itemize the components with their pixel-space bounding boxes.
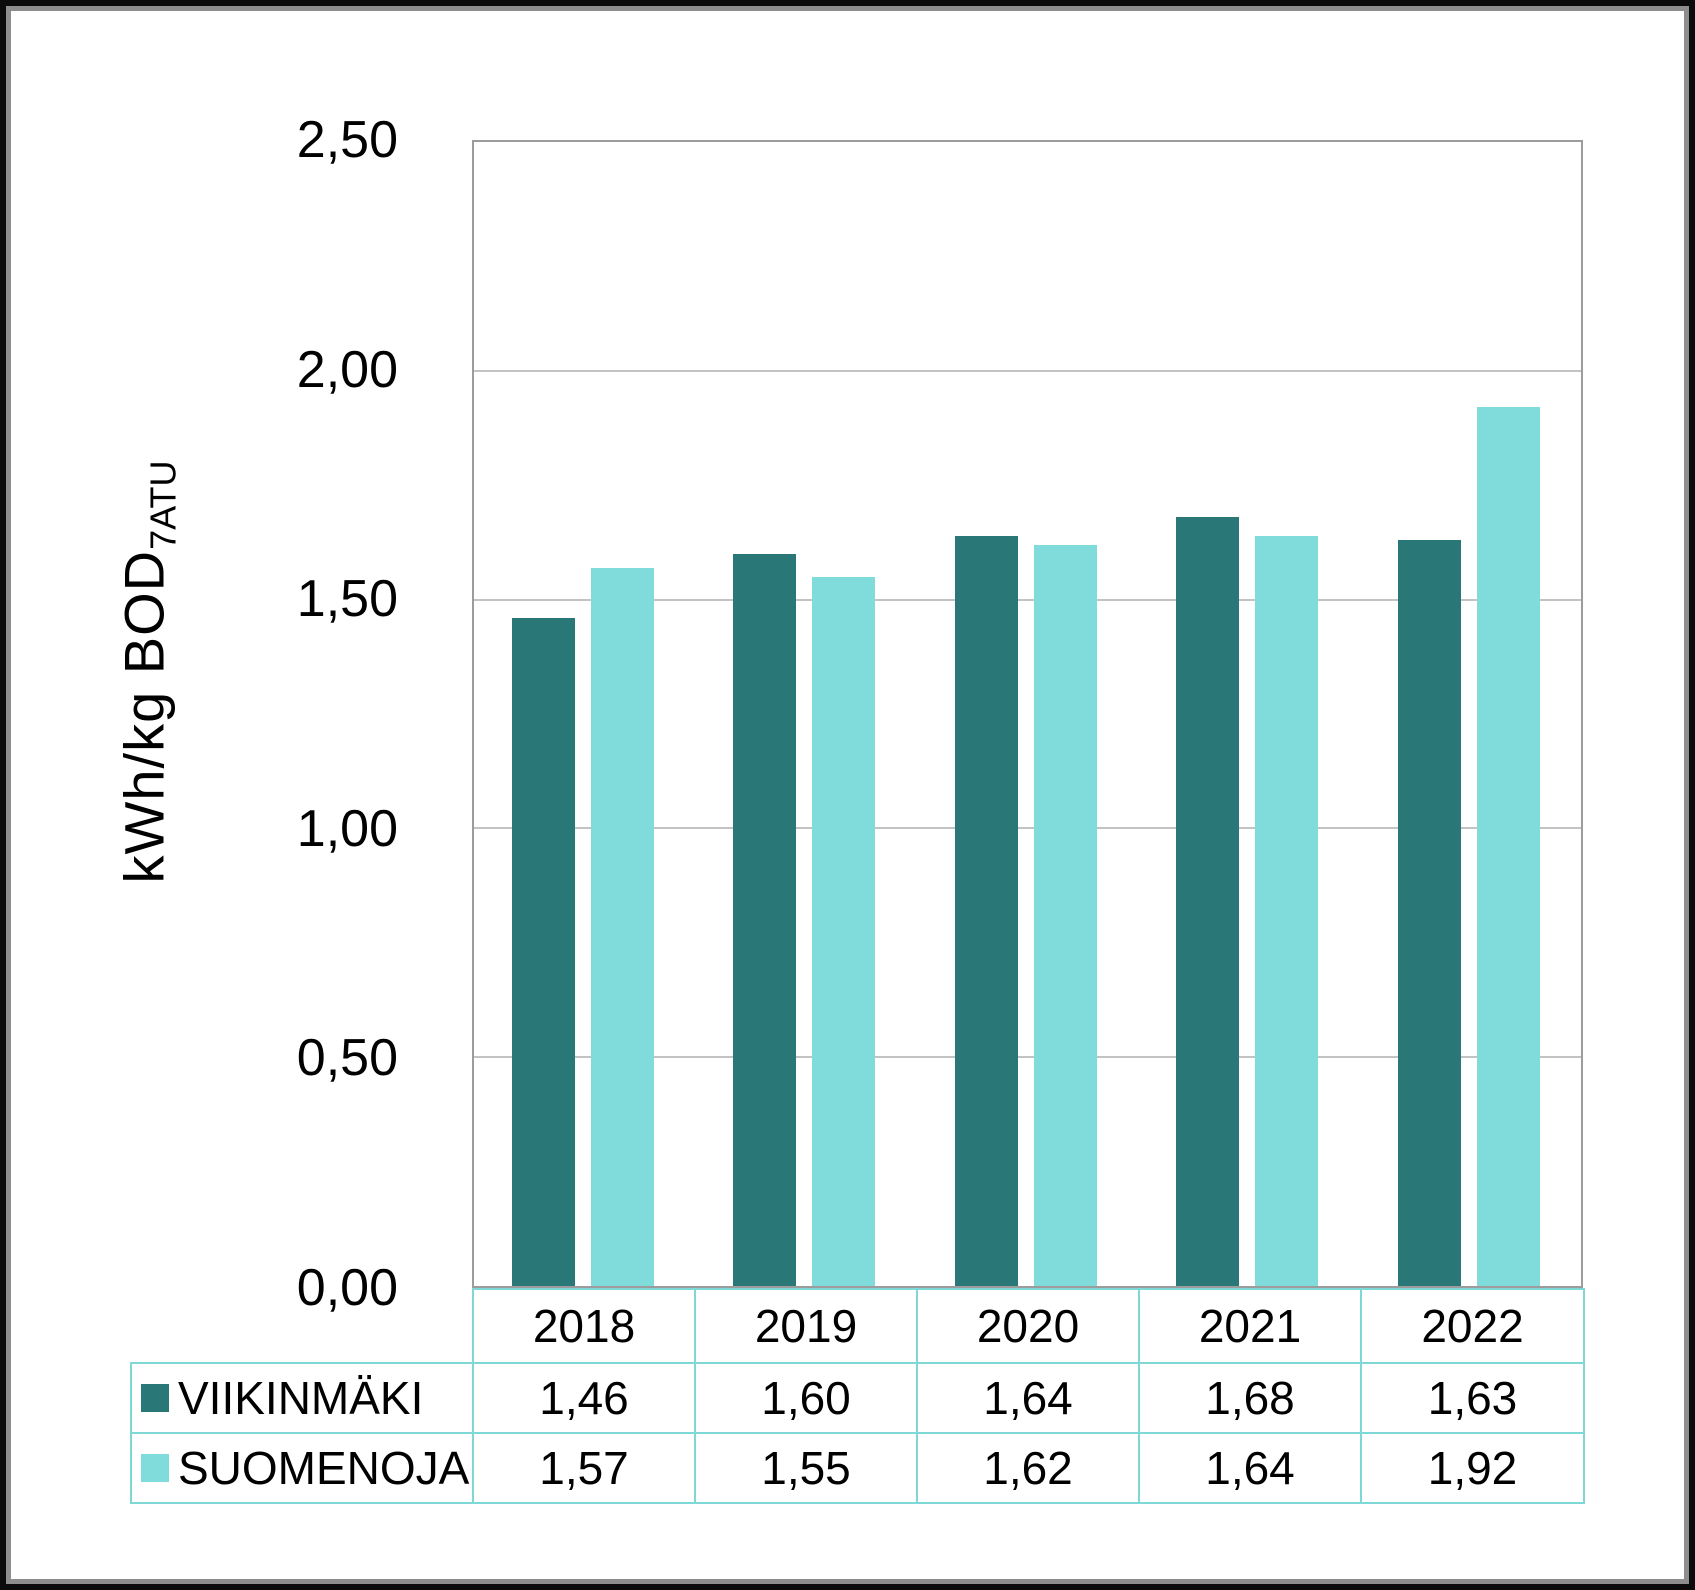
gridline-1,00 [474,827,1581,830]
value-cell-suomenoja-2020: 1,62 [916,1432,1140,1504]
legend-cell-viikinmaki: VIIKINMÄKI [130,1362,474,1434]
data-table: 2018 2019 2020 2021 2022 VIIKINMÄKI 1,46 1,60 1,… [130,1288,1585,1504]
legend-swatch-suomenoja [141,1454,169,1482]
y-axis-title-subscript: 7ATU [142,460,184,550]
value-cell-suomenoja-2021: 1,64 [1138,1432,1362,1504]
gridline-1,50 [474,598,1581,601]
plot-area [472,140,1583,1288]
y-axis-tick-label: 2,00 [296,340,398,399]
bar-viikinmaki-2021 [1176,517,1240,1286]
series-row-viikinmaki: VIIKINMÄKI 1,46 1,60 1,64 1,68 1,63 [130,1362,1585,1434]
series-name: SUOMENOJA [178,1442,470,1494]
year-header-row: 2018 2019 2020 2021 2022 [131,1288,1585,1364]
y-axis-tick-label: 1,50 [296,570,398,629]
year-header-cell: 2022 [1360,1288,1585,1364]
table-corner-blank [131,1289,473,1363]
bar-viikinmaki-2018 [512,617,575,1286]
value-cell-suomenoja-2022: 1,92 [1360,1432,1585,1504]
year-header-cell: 2021 [1138,1288,1362,1364]
value-cell-viikinmaki-2018: 1,46 [472,1362,696,1434]
legend-swatch-viikinmaki [141,1384,169,1412]
y-axis-tick-label: 1,00 [296,799,398,858]
bar-suomenoja-2020 [1033,544,1097,1286]
legend-entry: VIIKINMÄKI [132,1371,472,1425]
series-row-suomenoja: SUOMENOJA 1,57 1,55 1,62 1,64 1,92 [130,1432,1585,1504]
value-cell-viikinmaki-2019: 1,60 [694,1362,918,1434]
legend-cell-suomenoja: SUOMENOJA [130,1432,474,1504]
gridline-2,00 [474,369,1581,372]
value-cell-viikinmaki-2022: 1,63 [1360,1362,1585,1434]
bar-suomenoja-2022 [1476,407,1540,1286]
gridline-0,50 [474,1056,1581,1059]
year-header-cell: 2018 [472,1288,696,1364]
bar-suomenoja-2021 [1255,535,1319,1286]
y-axis-tick-label: 2,50 [296,111,398,169]
y-axis-tick-label: 0,50 [296,1029,398,1088]
bar-viikinmaki-2019 [733,553,797,1286]
bar-viikinmaki-2020 [954,535,1018,1286]
data-table-body: 2018 2019 2020 2021 2022 VIIKINMÄKI 1,46 1,60 1,… [130,1288,1585,1504]
bar-suomenoja-2019 [812,576,876,1286]
series-name: VIIKINMÄKI [178,1372,424,1424]
value-cell-viikinmaki-2020: 1,64 [916,1362,1140,1434]
bar-viikinmaki-2022 [1397,540,1461,1286]
year-header-cell: 2020 [916,1288,1140,1364]
value-cell-suomenoja-2019: 1,55 [694,1432,918,1504]
legend-entry: SUOMENOJA [132,1441,472,1495]
bar-suomenoja-2018 [591,567,654,1286]
year-header-cell: 2019 [694,1288,918,1364]
value-cell-viikinmaki-2021: 1,68 [1138,1362,1362,1434]
value-cell-suomenoja-2018: 1,57 [472,1432,696,1504]
y-axis-tick-label: 0,00 [296,1259,398,1317]
